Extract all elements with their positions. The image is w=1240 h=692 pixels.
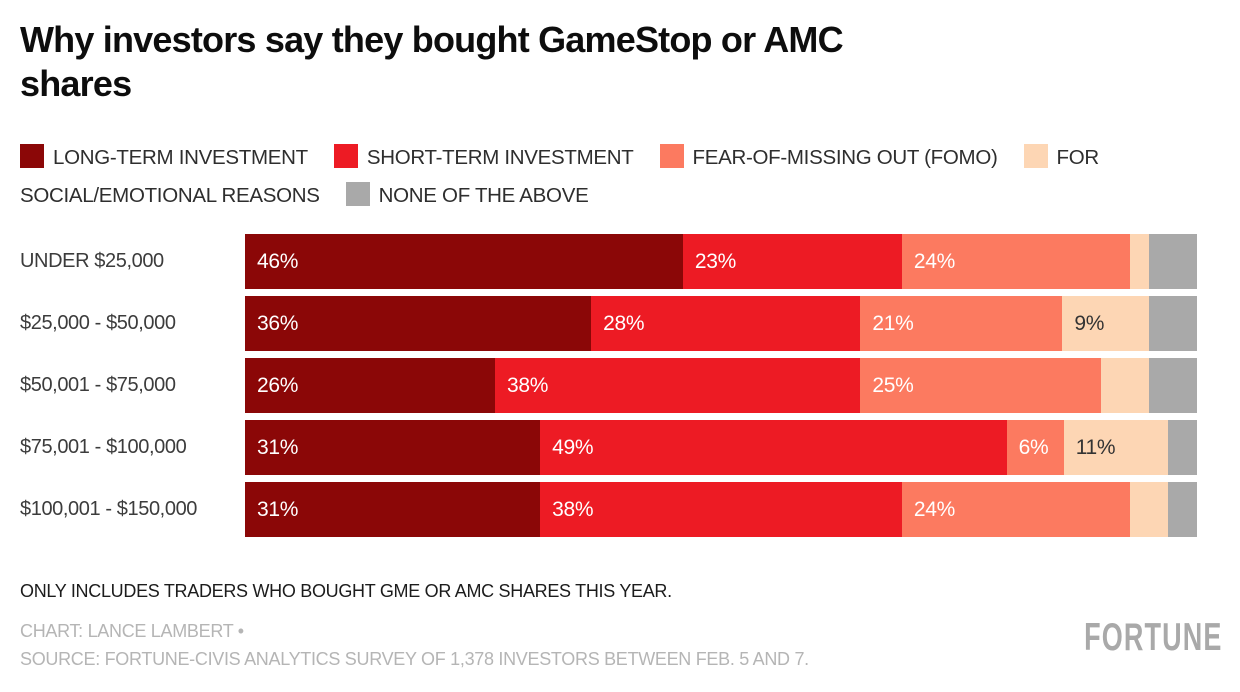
- chart-note: ONLY INCLUDES TRADERS WHO BOUGHT GME OR …: [20, 581, 672, 601]
- fortune-logo: FORTUNE: [1083, 614, 1222, 659]
- legend-swatch-icon: [20, 144, 44, 168]
- bar-segment: 28%: [591, 296, 861, 351]
- bar-segment: 24%: [901, 234, 1131, 289]
- stacked-bar: 46% 23% 24%: [245, 234, 1197, 289]
- credit-source: SOURCE: FORTUNE-CIVIS ANALYTICS SURVEY O…: [20, 649, 809, 669]
- bar-segment: [1130, 234, 1150, 289]
- bar-segment: [1148, 358, 1197, 413]
- bar-row: $100,001 - $150,000 31% 38% 24%: [0, 482, 1240, 537]
- bar-segment-value: 38%: [507, 373, 549, 397]
- row-category-label: $25,000 - $50,000: [20, 312, 176, 334]
- page-title-line2: shares: [20, 63, 132, 104]
- legend-item: LONG-TERM INVESTMENT: [20, 144, 330, 169]
- bar-row: UNDER $25,000 46% 23% 24%: [0, 234, 1240, 289]
- bar-segment-value: 21%: [872, 311, 914, 335]
- bar-segment: 23%: [682, 234, 902, 289]
- bar-segment-value: 23%: [694, 249, 737, 273]
- bar-segment: 24%: [901, 482, 1131, 537]
- bar-segment: 9%: [1062, 296, 1149, 351]
- bar-segment: 38%: [540, 482, 902, 537]
- row-category-label: $75,001 - $100,000: [20, 436, 187, 458]
- chart-legend: LONG-TERM INVESTMENT SHORT-TERM INVESTMEN…: [20, 139, 1225, 215]
- bar-segment: 38%: [495, 358, 861, 413]
- bar-segment: 46%: [245, 234, 683, 289]
- legend-item: FOR SOCIAL/EMOTIONAL REASONS: [20, 144, 1099, 207]
- bar-segment-value: 31%: [257, 435, 299, 459]
- bar-segment-value: 11%: [1075, 435, 1116, 459]
- stacked-bar: 36% 28% 21% 9%: [245, 296, 1197, 351]
- legend-item: FEAR-OF-MISSING OUT (FOMO): [659, 144, 1020, 169]
- bar-segment-value: 36%: [257, 311, 299, 335]
- bar-segment-value: 26%: [257, 373, 299, 397]
- bar-segment: 11%: [1063, 420, 1169, 475]
- bar-segment-value: 24%: [913, 249, 955, 273]
- legend-swatch-icon: [1023, 144, 1048, 168]
- bar-segment: [1148, 296, 1197, 351]
- legend-label: FEAR-OF-MISSING OUT (FOMO): [692, 146, 998, 169]
- credit-chart-author: CHART: LANCE LAMBERT •: [20, 621, 244, 641]
- legend-label: SHORT-TERM INVESTMENT: [366, 146, 634, 169]
- bar-segment: 31%: [245, 420, 541, 475]
- bar-segment-value: 31%: [257, 497, 299, 521]
- bar-chart: UNDER $25,000 46% 23% 24% $25,000 - $50,000 3…: [0, 234, 1240, 544]
- legend-swatch-icon: [659, 144, 684, 168]
- bar-segment-value: 28%: [603, 311, 645, 335]
- row-category-label: $100,001 - $150,000: [20, 498, 198, 520]
- legend-label: FOR SOCIAL/EMOTIONAL REASONS: [20, 146, 1099, 207]
- bar-segment: 6%: [1006, 420, 1064, 475]
- bar-segment-value: 46%: [257, 249, 299, 273]
- legend-item: NONE OF THE ABOVE: [345, 182, 611, 207]
- bar-row: $75,001 - $100,000 31% 49% 6% 11%: [0, 420, 1240, 475]
- bar-segment-value: 9%: [1074, 311, 1105, 335]
- legend-swatch-icon: [333, 144, 358, 168]
- bar-segment: 49%: [540, 420, 1007, 475]
- page-title-line1: Why investors say they bought GameStop o…: [20, 19, 844, 60]
- bar-segment: [1168, 420, 1197, 475]
- legend-item: SHORT-TERM INVESTMENT: [333, 144, 656, 169]
- bar-segment: 21%: [860, 296, 1063, 351]
- chart-credits: CHART: LANCE LAMBERT • SOURCE: FORTUNE-C…: [20, 617, 809, 673]
- row-category-label: UNDER $25,000: [20, 250, 164, 272]
- page-title: Why investors say they bought GameStop o…: [20, 18, 1120, 106]
- bar-segment: 31%: [245, 482, 541, 537]
- bar-segment: [1130, 482, 1169, 537]
- bar-segment-value: 24%: [913, 497, 955, 521]
- bar-segment: 25%: [860, 358, 1101, 413]
- stacked-bar: 31% 38% 24%: [245, 482, 1197, 537]
- bar-segment-value: 38%: [552, 497, 594, 521]
- row-category-label: $50,001 - $75,000: [20, 374, 176, 396]
- stacked-bar: 31% 49% 6% 11%: [245, 420, 1197, 475]
- bar-segment-value: 25%: [872, 373, 914, 397]
- legend-label: NONE OF THE ABOVE: [378, 184, 589, 207]
- bar-segment-value: 49%: [552, 435, 594, 459]
- legend-swatch-icon: [345, 182, 370, 206]
- bar-segment-value: 6%: [1018, 435, 1049, 459]
- stacked-bar: 26% 38% 25%: [245, 358, 1197, 413]
- bar-segment: [1168, 482, 1197, 537]
- bar-segment: 26%: [245, 358, 496, 413]
- bar-segment: [1100, 358, 1149, 413]
- bar-row: $50,001 - $75,000 26% 38% 25%: [0, 358, 1240, 413]
- bar-segment: [1149, 234, 1197, 289]
- legend-label: LONG-TERM INVESTMENT: [53, 146, 308, 169]
- bar-row: $25,000 - $50,000 36% 28% 21% 9%: [0, 296, 1240, 351]
- bar-segment: 36%: [245, 296, 592, 351]
